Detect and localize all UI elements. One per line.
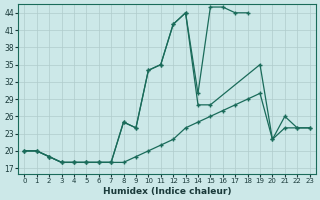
X-axis label: Humidex (Indice chaleur): Humidex (Indice chaleur) bbox=[103, 187, 231, 196]
